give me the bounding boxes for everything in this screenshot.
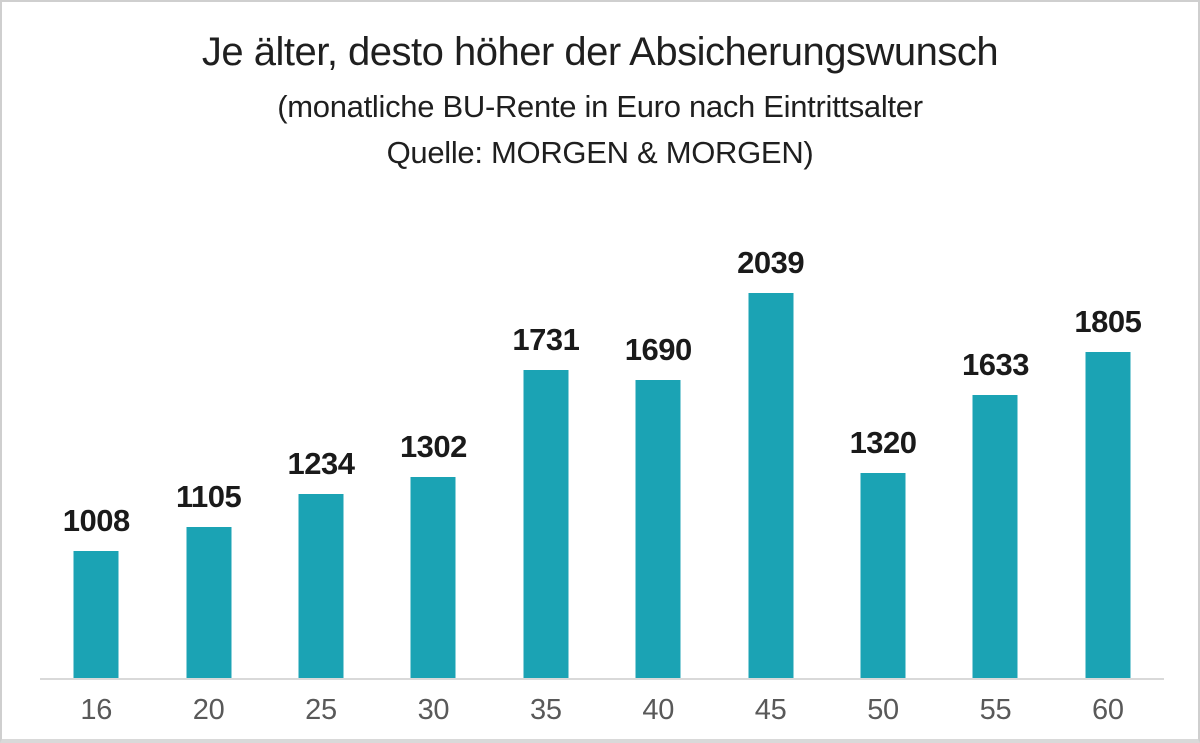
chart-title-block: Je älter, desto höher der Absicherungswu… bbox=[2, 28, 1198, 176]
bar bbox=[635, 380, 681, 678]
x-tick-label: 50 bbox=[867, 694, 899, 726]
plot-area: 1008 1105 1234 1302 1731 1690 2039 1320 1633 1805 bbox=[40, 245, 1164, 678]
bar-column: 2039 bbox=[714, 245, 826, 678]
bar bbox=[1085, 352, 1131, 678]
x-tick-label: 16 bbox=[80, 694, 113, 726]
bar-column: 1105 bbox=[152, 278, 264, 678]
chart-title: Je älter, desto höher der Absicherungswu… bbox=[201, 30, 999, 74]
x-tick-label: 60 bbox=[1092, 694, 1124, 726]
bar-value-label: 1731 bbox=[512, 322, 580, 357]
bar bbox=[748, 293, 794, 678]
bar bbox=[972, 395, 1018, 678]
bar-column: 1320 bbox=[827, 278, 939, 678]
x-tick-label: 35 bbox=[529, 694, 562, 726]
bar-column: 1805 bbox=[1052, 278, 1164, 678]
bar-value-label: 1008 bbox=[62, 503, 130, 538]
bar-value-label: 1633 bbox=[961, 347, 1029, 382]
x-axis-line bbox=[40, 678, 1164, 680]
bar-column: 1302 bbox=[377, 278, 489, 678]
chart-subtitle-line-2: Quelle: MORGEN & MORGEN) bbox=[386, 135, 814, 170]
x-tick-label: 20 bbox=[192, 694, 225, 726]
bar bbox=[73, 551, 119, 678]
bar-value-label: 2039 bbox=[737, 245, 805, 280]
bar bbox=[186, 527, 232, 678]
x-axis-tick-row: 16 20 25 30 35 40 45 50 55 60 bbox=[40, 694, 1164, 727]
bar-value-label: 1690 bbox=[624, 332, 692, 367]
x-tick-label: 30 bbox=[417, 694, 450, 726]
bar-column: 1731 bbox=[490, 278, 602, 678]
x-tick-label: 25 bbox=[305, 694, 337, 726]
bar-value-label: 1302 bbox=[399, 429, 467, 464]
bar-column: 1234 bbox=[265, 278, 377, 678]
bar-value-label: 1805 bbox=[1074, 304, 1142, 339]
bar bbox=[523, 370, 569, 678]
bar bbox=[860, 473, 906, 678]
x-tick-label: 45 bbox=[754, 694, 787, 726]
bar bbox=[410, 477, 456, 678]
bar-column: 1690 bbox=[602, 278, 714, 678]
chart-subtitle-line-1: (monatliche BU-Rente in Euro nach Eintri… bbox=[277, 89, 923, 124]
x-tick-label: 55 bbox=[979, 694, 1012, 726]
bar-value-label: 1105 bbox=[175, 479, 242, 514]
bar bbox=[298, 494, 344, 678]
bar-column: 1008 bbox=[40, 278, 152, 678]
bar-value-label: 1234 bbox=[287, 446, 355, 481]
bar-column: 1633 bbox=[939, 278, 1051, 678]
x-tick-label: 40 bbox=[642, 694, 675, 726]
bar-value-label: 1320 bbox=[849, 425, 917, 460]
